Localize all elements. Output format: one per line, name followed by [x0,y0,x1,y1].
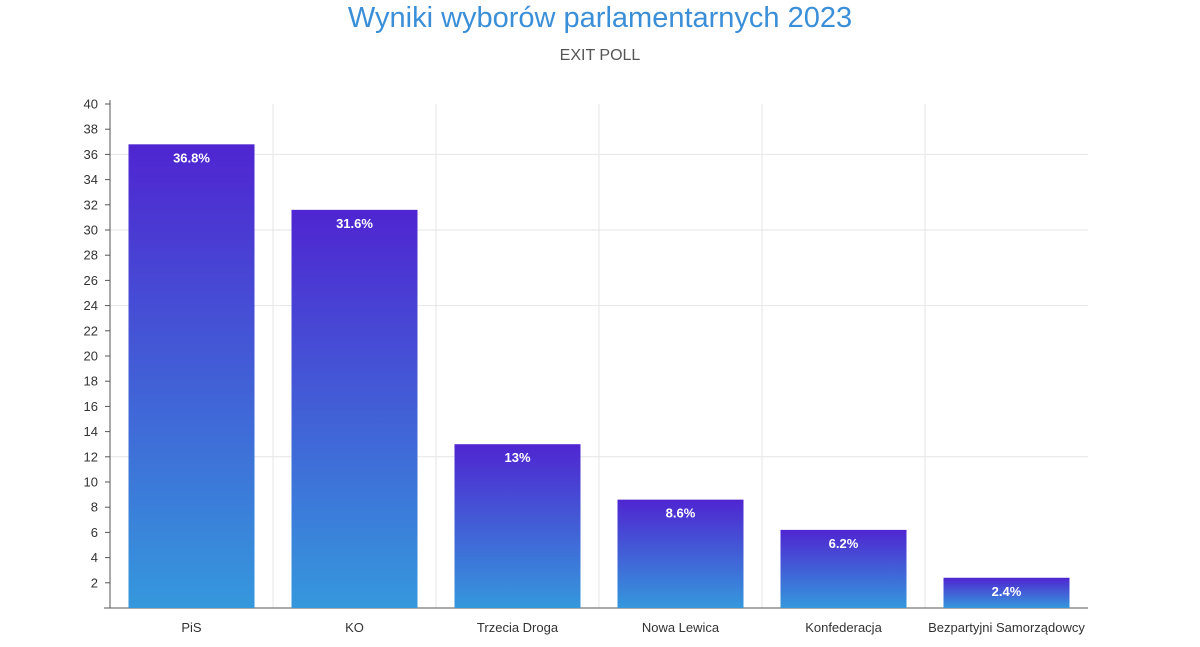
data-label: 36.8% [173,150,210,165]
y-tick-label: 10 [84,475,98,490]
y-tick-label: 22 [84,323,98,338]
data-label: 6.2% [829,536,859,551]
x-category-label: Bezpartyjni Samorządowcy [928,620,1085,635]
y-tick-label: 18 [84,374,98,389]
y-tick-label: 4 [91,550,98,565]
chart-subtitle: EXIT POLL [559,47,641,64]
x-category-label: PiS [181,620,202,635]
y-tick-label: 30 [84,223,98,238]
bar [128,144,255,608]
y-tick-label: 2 [91,575,98,590]
y-tick-label: 34 [84,172,98,187]
grid-lines [110,104,1088,608]
bars [128,144,1070,608]
data-label: 2.4% [992,584,1022,599]
axes [104,100,1088,609]
bar [617,499,744,608]
bar [943,577,1070,608]
y-tick-label: 36 [84,147,98,162]
bar [454,444,581,608]
y-tick-label: 12 [84,449,98,464]
y-tick-label: 20 [84,349,98,364]
y-tick-label: 6 [91,525,98,540]
data-label: 31.6% [336,216,373,231]
y-tick-label: 40 [84,97,98,112]
bar [291,209,418,608]
x-category-label: Trzecia Droga [477,620,559,635]
labels: 24681012141618202224262830323436384036.8… [84,97,1086,636]
y-tick-label: 8 [91,500,98,515]
chart-title: Wyniki wyborów parlamentarnych 2023 [347,2,853,34]
y-tick-label: 28 [84,248,98,263]
y-tick-label: 14 [84,424,98,439]
bar [780,529,907,608]
x-category-label: KO [345,620,364,635]
y-tick-label: 26 [84,273,98,288]
y-tick-label: 24 [84,298,98,313]
data-label: 8.6% [666,506,696,521]
y-tick-label: 32 [84,197,98,212]
y-tick-label: 16 [84,399,98,414]
data-label: 13% [504,450,530,465]
y-tick-label: 38 [84,122,98,137]
x-category-label: Nowa Lewica [642,620,720,635]
x-category-label: Konfederacja [805,620,882,635]
